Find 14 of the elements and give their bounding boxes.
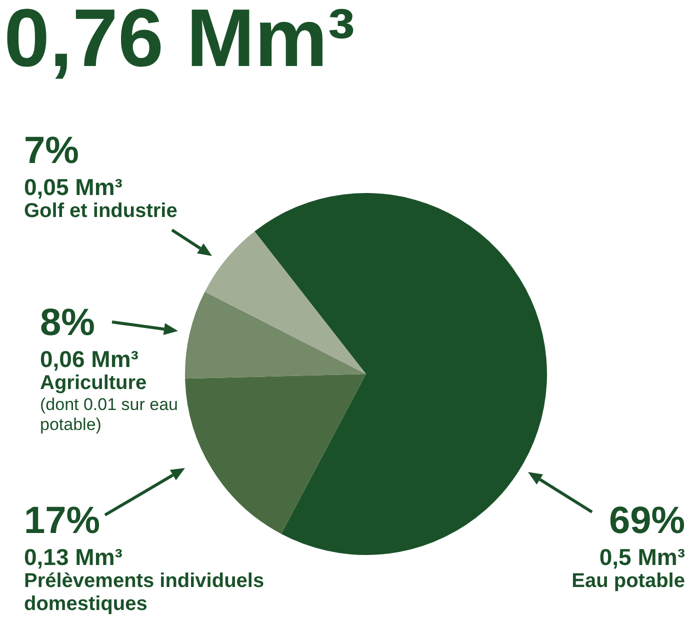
text: 0,06 Mm³ xyxy=(40,346,140,372)
text: (dont 0.01 sur eau potable) xyxy=(40,395,179,434)
data-label: 8% xyxy=(40,302,96,346)
text: 0,5 Mm³ xyxy=(598,544,685,570)
slice-label: Agriculture xyxy=(40,372,148,396)
data-label: 69% xyxy=(608,500,685,544)
slice-label: Prélèvements individuels domestiques xyxy=(24,570,266,616)
slice-label: Golf et industrie xyxy=(24,200,178,224)
text: 0,05 Mm³ xyxy=(24,174,124,200)
data-label: 7% xyxy=(24,130,80,174)
text: 0,13 Mm³ xyxy=(24,544,124,570)
slice-label: Eau potable xyxy=(570,570,685,594)
chart-title: 0,76 Mm³ xyxy=(4,0,355,84)
data-label: 17% xyxy=(24,500,102,544)
